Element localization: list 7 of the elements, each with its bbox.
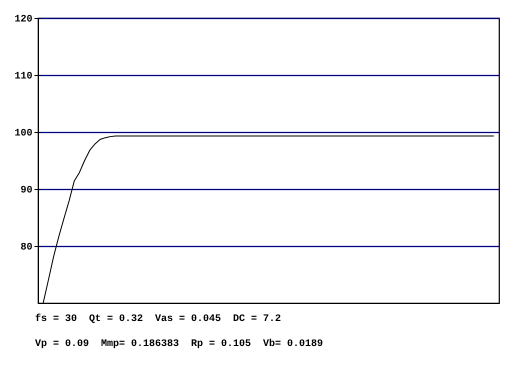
text: fs = 30 Qt = 0.32 Vas = 0.045 DC = 7.2 bbox=[35, 314, 282, 327]
y-tick-label: 80 bbox=[20, 242, 32, 254]
y-tick-label: 100 bbox=[14, 128, 32, 140]
y-tick-label: 120 bbox=[14, 14, 32, 26]
y-tick-label: 90 bbox=[20, 186, 32, 196]
text: Vp = 0.09 Mmp= 0.186383 Rp = 0.105 Vb= 0.0189 bbox=[35, 339, 324, 352]
y-tick-label: 110 bbox=[14, 72, 32, 82]
